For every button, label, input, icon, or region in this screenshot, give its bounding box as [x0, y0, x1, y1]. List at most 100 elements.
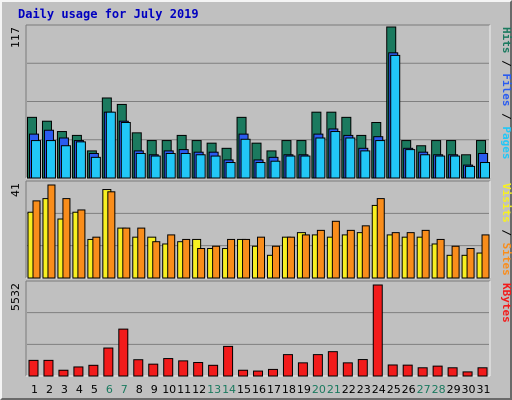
- x-tick-label: 3: [61, 383, 68, 396]
- kbytes-bar: [223, 345, 234, 377]
- x-tick-label: 23: [357, 383, 371, 396]
- pages-bar: [285, 155, 296, 179]
- sites-bar: [331, 220, 340, 279]
- pages-bar: [375, 140, 386, 179]
- kbytes-bar: [312, 354, 323, 377]
- pages-bar: [300, 155, 311, 179]
- x-tick-label: 16: [252, 383, 266, 396]
- pages-bar: [315, 137, 326, 179]
- x-tick-label: 22: [342, 383, 356, 396]
- x-tick-label: 13: [207, 383, 221, 396]
- x-tick-label: 10: [162, 383, 176, 396]
- sites-bar: [421, 229, 430, 279]
- sites-bar: [406, 232, 415, 279]
- pages-bar: [75, 141, 86, 179]
- legend-separator: /: [500, 54, 512, 74]
- sites-bar: [227, 238, 236, 279]
- pages-bar: [165, 152, 176, 179]
- sites-bar: [212, 245, 221, 279]
- sites-bar: [62, 198, 71, 279]
- legend-separator: /: [500, 107, 512, 127]
- kbytes-bar: [477, 367, 488, 377]
- sites-bar: [152, 241, 161, 279]
- pages-bar: [31, 140, 41, 179]
- x-tick-label: 19: [297, 383, 311, 396]
- sites-bar: [77, 209, 86, 279]
- x-tick-label: 26: [402, 383, 416, 396]
- legend-item-pages: Pages: [500, 126, 512, 159]
- pages-bar: [135, 152, 146, 179]
- pages-bar: [120, 122, 131, 179]
- legend-item-visits: Visits: [500, 183, 512, 223]
- kbytes-bar: [253, 370, 264, 377]
- kbytes-bar: [208, 364, 219, 377]
- y-max-label: 5532: [9, 283, 22, 311]
- kbytes-bar: [28, 359, 39, 377]
- pages-bar: [390, 54, 401, 179]
- kbytes-bar: [73, 366, 84, 377]
- panel-background: [26, 281, 490, 376]
- kbytes-bar: [327, 351, 338, 377]
- x-tick-label: 4: [76, 383, 83, 396]
- x-tick-label: 11: [177, 383, 191, 396]
- sites-bar: [167, 234, 176, 279]
- chart-title: Daily usage for July 2019: [18, 7, 199, 21]
- sites-bar: [122, 227, 131, 279]
- x-tick-label: 30: [462, 383, 476, 396]
- x-tick-label: 8: [136, 383, 143, 396]
- pages-bar: [360, 150, 371, 179]
- sites-bar: [271, 245, 280, 279]
- pages-bar: [330, 131, 341, 179]
- kbytes-bar: [372, 284, 383, 377]
- x-tick-label: 1: [31, 383, 38, 396]
- y-max-label: 41: [9, 183, 22, 197]
- pages-bar: [240, 138, 251, 179]
- sites-bar: [107, 191, 116, 279]
- x-tick-label: 12: [192, 383, 206, 396]
- legend-item-sites: Sites: [500, 243, 512, 276]
- x-tick-label: 9: [151, 383, 158, 396]
- sites-bar: [197, 248, 206, 279]
- kbytes-bar: [43, 359, 54, 377]
- x-tick-label: 14: [222, 383, 236, 396]
- sites-bar: [32, 200, 41, 279]
- x-tick-label: 6: [106, 383, 113, 396]
- sites-bar: [182, 238, 191, 279]
- kbytes-bar: [387, 364, 398, 377]
- x-tick-label: 24: [372, 383, 386, 396]
- sites-bar: [346, 229, 355, 279]
- pages-bar: [195, 154, 206, 179]
- pages-bar: [210, 155, 221, 179]
- x-tick-label: 17: [267, 383, 281, 396]
- x-tick-label: 15: [237, 383, 251, 396]
- sites-bar: [47, 184, 56, 279]
- pages-bar: [345, 137, 356, 179]
- kbytes-bar: [357, 359, 368, 377]
- sites-bar: [301, 234, 310, 279]
- sites-bar: [451, 245, 460, 279]
- kbytes-bar: [447, 367, 458, 377]
- sites-bar: [257, 236, 266, 279]
- pages-bar: [420, 154, 431, 179]
- sites-bar: [361, 225, 370, 279]
- y-max-label: 117: [9, 27, 22, 48]
- kbytes-bar: [103, 347, 114, 377]
- pages-bar: [105, 111, 116, 179]
- kbytes-bar: [402, 364, 413, 377]
- sites-bar: [137, 227, 146, 279]
- kbytes-bar: [163, 358, 174, 377]
- kbytes-bar: [193, 362, 204, 377]
- legend-item-kbytes: KBytes: [500, 283, 512, 323]
- x-tick-label: 21: [327, 383, 341, 396]
- x-tick-label: 20: [312, 383, 326, 396]
- sites-bar: [466, 248, 475, 279]
- legend-label: Hits / Files / Pages: [500, 27, 512, 160]
- x-tick-label: 2: [46, 383, 53, 396]
- x-tick-label: 5: [91, 383, 98, 396]
- sites-bar: [316, 229, 325, 279]
- kbytes-bar: [118, 328, 129, 377]
- kbytes-bar: [267, 368, 278, 377]
- pages-bar: [225, 162, 236, 179]
- pages-bar: [450, 155, 461, 179]
